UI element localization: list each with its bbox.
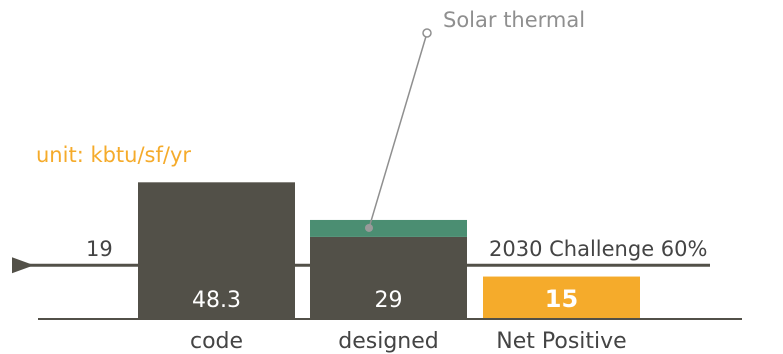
bar-designed — [310, 236, 467, 319]
annotation-end-dot — [422, 28, 432, 38]
value-label: 48.3 — [192, 288, 241, 313]
bar-net-positive — [483, 276, 640, 319]
annotation-leader-line — [368, 32, 428, 229]
reference-line-arrow — [12, 257, 34, 274]
reference-line-value-label: 19 — [86, 237, 113, 261]
category-label: Net Positive — [496, 329, 626, 354]
value-label: 15 — [545, 285, 578, 313]
annotation-start-dot — [365, 223, 373, 232]
bars-layer — [138, 182, 640, 319]
reference-line-label: 2030 Challenge 60% — [489, 237, 707, 261]
category-label: designed — [338, 329, 438, 354]
solar-thermal-segment — [310, 219, 467, 237]
overlay-layer: code 48.3 designed 29 Net Positive 15 — [12, 28, 742, 354]
bar-code — [138, 182, 295, 319]
unit-label: unit: kbtu/sf/yr — [36, 143, 191, 167]
category-label: code — [190, 329, 243, 354]
value-label: 29 — [375, 288, 403, 313]
solar-thermal-annotation: Solar thermal — [443, 8, 585, 32]
